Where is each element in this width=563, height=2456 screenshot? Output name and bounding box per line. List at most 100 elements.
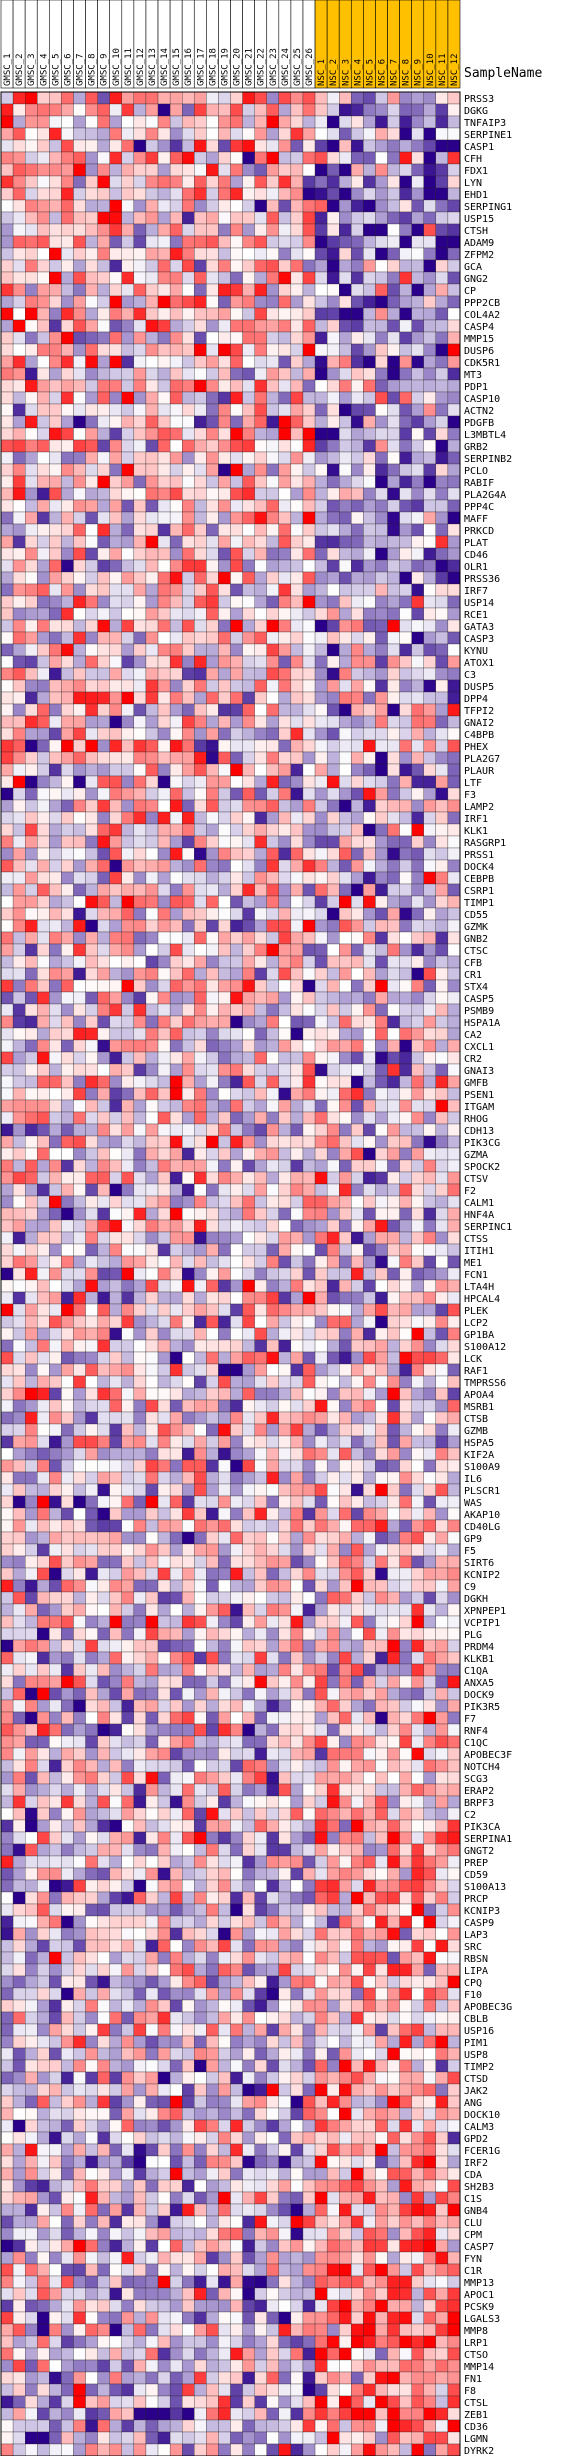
heatmap-cell: [194, 403, 207, 417]
heatmap-cell: [49, 907, 62, 921]
heatmap-cell: [399, 1279, 412, 1293]
heatmap-cell: [339, 667, 352, 681]
heatmap-cell: [326, 163, 340, 177]
heatmap-cell: [145, 1603, 159, 1617]
heatmap-cell: [194, 763, 207, 777]
heatmap-cell: [37, 1591, 50, 1605]
heatmap-cell: [25, 1387, 38, 1401]
heatmap-cell: [278, 991, 292, 1005]
heatmap-cell: [266, 1375, 279, 1389]
heatmap-cell: [12, 187, 26, 201]
heatmap-cell: [206, 787, 219, 801]
heatmap-cell: [49, 1339, 62, 1353]
heatmap-cell: [85, 1339, 98, 1353]
heatmap-cell: [363, 367, 376, 381]
heatmap-cell: [314, 1279, 328, 1293]
heatmap-cell: [423, 1219, 436, 1233]
heatmap-cell: [182, 1591, 195, 1605]
heatmap-cell: [49, 1243, 62, 1257]
heatmap-cell: [339, 1315, 352, 1329]
heatmap-cell: [363, 1579, 376, 1593]
heatmap-cell: [37, 1339, 50, 1353]
heatmap-cell: [109, 643, 122, 657]
heatmap-cell: [266, 1003, 279, 1017]
heatmap-cell: [314, 547, 328, 561]
heatmap-cell: [109, 1435, 122, 1449]
heatmap-cell: [435, 1375, 449, 1389]
heatmap-cell: [278, 283, 292, 297]
heatmap-cell: [218, 115, 231, 129]
heatmap-cell: [302, 175, 316, 189]
heatmap-cell: [182, 1399, 195, 1413]
heatmap-cell: [97, 559, 110, 573]
heatmap-cell: [157, 799, 171, 813]
heatmap-cell: [73, 1087, 86, 1101]
heatmap-cell: [411, 439, 424, 453]
heatmap-cell: [37, 871, 50, 885]
heatmap-cell: [109, 967, 122, 981]
heatmap-cell: [302, 727, 316, 741]
heatmap-cell: [145, 475, 159, 489]
heatmap-cell: [387, 799, 400, 813]
heatmap-cell: [194, 1291, 207, 1305]
heatmap-cell: [121, 559, 135, 573]
heatmap-cell: [12, 703, 26, 717]
heatmap-cell: [411, 1207, 424, 1221]
heatmap-cell: [121, 271, 135, 285]
heatmap-cell: [133, 655, 147, 669]
heatmap-cell: [411, 427, 424, 441]
heatmap-cell: [49, 619, 62, 633]
heatmap-cell: [133, 115, 147, 129]
heatmap-cell: [447, 331, 461, 345]
heatmap-cell: [61, 1315, 74, 1329]
heatmap-cell: [314, 199, 328, 213]
heatmap-cell: [326, 1171, 340, 1185]
heatmap-cell: [97, 1399, 110, 1413]
heatmap-cell: [375, 247, 388, 261]
heatmap-cell: [37, 163, 50, 177]
heatmap-cell: [169, 439, 183, 453]
heatmap-cell: [206, 1159, 219, 1173]
heatmap-cell: [290, 583, 304, 597]
heatmap-cell: [145, 247, 159, 261]
heatmap-cell: [109, 991, 122, 1005]
heatmap-cell: [109, 955, 122, 969]
heatmap-cell: [266, 187, 279, 201]
heatmap-cell: [230, 619, 243, 633]
heatmap-cell: [375, 1039, 388, 1053]
heatmap-cell: [25, 943, 38, 957]
heatmap-cell: [447, 295, 461, 309]
column-label: GMSC_8: [88, 53, 98, 86]
heatmap-cell: [49, 883, 62, 897]
heatmap-cell: [169, 823, 183, 837]
heatmap-cell: [447, 1567, 461, 1581]
heatmap-cell: [145, 667, 159, 681]
heatmap-cell: [0, 799, 14, 813]
heatmap-cell: [387, 1147, 400, 1161]
heatmap-cell: [145, 1555, 159, 1569]
heatmap-cell: [230, 331, 243, 345]
heatmap-cell: [230, 1039, 243, 1053]
heatmap-cell: [387, 1567, 400, 1581]
heatmap-cell: [447, 847, 461, 861]
heatmap-cell: [314, 871, 328, 885]
heatmap-cell: [230, 1231, 243, 1245]
heatmap-cell: [133, 811, 147, 825]
heatmap-cell: [206, 1471, 219, 1485]
heatmap-cell: [169, 1279, 183, 1293]
heatmap-cell: [73, 979, 86, 993]
heatmap-cell: [85, 1183, 98, 1197]
heatmap-cell: [363, 1219, 376, 1233]
heatmap-cell: [339, 247, 352, 261]
heatmap-cell: [109, 775, 122, 789]
heatmap-cell: [61, 91, 74, 105]
heatmap-cell: [157, 523, 171, 537]
heatmap-cell: [49, 379, 62, 393]
heatmap-cell: [25, 643, 38, 657]
heatmap-cell: [230, 943, 243, 957]
heatmap-cell: [133, 259, 147, 273]
heatmap-cell: [278, 199, 292, 213]
heatmap-cell: [97, 1603, 110, 1617]
heatmap-cell: [61, 619, 74, 633]
heatmap-cell: [157, 655, 171, 669]
